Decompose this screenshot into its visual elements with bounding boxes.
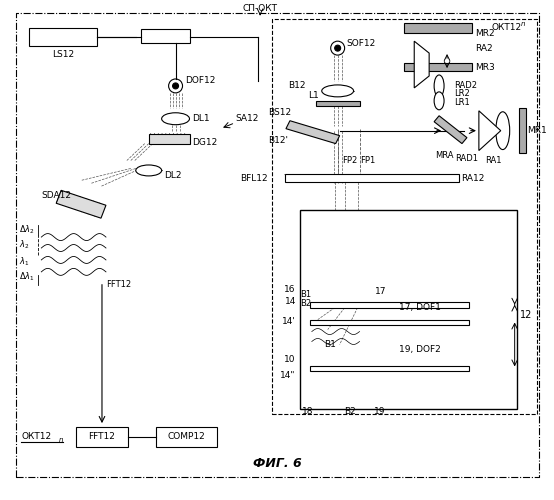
Text: DL1: DL1 xyxy=(192,114,210,123)
Bar xyxy=(519,108,526,152)
Bar xyxy=(29,28,97,46)
Text: B1: B1 xyxy=(324,340,336,349)
Text: RAD2: RAD2 xyxy=(454,82,477,90)
Text: 14: 14 xyxy=(285,297,296,306)
Bar xyxy=(156,427,217,447)
Text: MR1: MR1 xyxy=(527,126,547,135)
Polygon shape xyxy=(414,41,429,88)
Text: 14": 14" xyxy=(280,371,296,380)
Bar xyxy=(285,174,459,182)
Text: SA12: SA12 xyxy=(235,114,259,123)
Text: B12': B12' xyxy=(268,136,288,145)
Text: n: n xyxy=(521,22,525,28)
Text: SDA12: SDA12 xyxy=(42,191,71,200)
Text: n: n xyxy=(59,437,64,443)
Text: ОКТ12: ОКТ12 xyxy=(492,22,522,32)
Ellipse shape xyxy=(434,75,444,97)
Text: MR2: MR2 xyxy=(475,28,495,38)
Text: COMP12: COMP12 xyxy=(168,432,206,442)
Text: FP2: FP2 xyxy=(342,156,357,165)
Text: DOF12: DOF12 xyxy=(186,76,216,86)
Bar xyxy=(404,63,472,71)
Circle shape xyxy=(335,45,341,51)
Ellipse shape xyxy=(496,112,510,150)
Text: 19: 19 xyxy=(374,406,385,416)
Text: B2: B2 xyxy=(343,406,356,416)
Text: RA12: RA12 xyxy=(461,174,484,183)
Polygon shape xyxy=(434,116,467,143)
Text: LR2: LR2 xyxy=(454,90,470,98)
Text: B2: B2 xyxy=(300,299,311,308)
Text: DG12: DG12 xyxy=(192,138,218,147)
Circle shape xyxy=(173,83,178,89)
Polygon shape xyxy=(57,190,106,218)
Bar xyxy=(404,24,472,33)
Ellipse shape xyxy=(162,113,189,124)
Bar xyxy=(316,101,360,106)
Text: $\Delta\lambda_1$: $\Delta\lambda_1$ xyxy=(19,270,35,283)
Bar xyxy=(300,210,517,409)
Text: MR3: MR3 xyxy=(475,62,495,72)
Text: BFL12: BFL12 xyxy=(240,174,268,183)
Polygon shape xyxy=(148,134,191,143)
Text: BS12: BS12 xyxy=(268,108,291,118)
Text: 17, DOF1: 17, DOF1 xyxy=(399,303,441,312)
Text: RA1: RA1 xyxy=(485,156,502,165)
Text: 19, DOF2: 19, DOF2 xyxy=(399,345,441,354)
Bar xyxy=(310,366,469,372)
Bar xyxy=(76,427,128,447)
Text: LR1: LR1 xyxy=(454,98,470,108)
Text: 10: 10 xyxy=(284,355,296,364)
Polygon shape xyxy=(479,111,501,150)
Text: 12: 12 xyxy=(520,310,532,320)
Text: MRA: MRA xyxy=(435,151,453,160)
Text: B1: B1 xyxy=(300,290,311,299)
Text: 16: 16 xyxy=(284,286,296,294)
Text: $\lambda_2$: $\lambda_2$ xyxy=(19,239,30,252)
Text: FFT12: FFT12 xyxy=(106,280,131,289)
Text: FFT12: FFT12 xyxy=(89,432,115,442)
Text: $\Delta\lambda_2$: $\Delta\lambda_2$ xyxy=(19,224,35,236)
Bar xyxy=(310,320,469,324)
Ellipse shape xyxy=(322,85,353,97)
Text: FP1: FP1 xyxy=(360,156,375,165)
Text: RA2: RA2 xyxy=(475,44,493,52)
Text: $\lambda_1$: $\lambda_1$ xyxy=(19,256,30,268)
Ellipse shape xyxy=(434,92,444,110)
Text: 17: 17 xyxy=(375,288,386,296)
Text: 18: 18 xyxy=(302,406,314,416)
Text: LS12: LS12 xyxy=(52,50,74,58)
Text: 14': 14' xyxy=(282,317,296,326)
Text: B12: B12 xyxy=(288,82,305,90)
Text: RAD1: RAD1 xyxy=(455,154,479,163)
Text: L1: L1 xyxy=(308,92,319,100)
Text: SOF12: SOF12 xyxy=(347,38,376,48)
Text: СП-ОКТ: СП-ОКТ xyxy=(243,4,278,13)
Polygon shape xyxy=(286,120,340,144)
Text: ОКТ12: ОКТ12 xyxy=(22,432,52,442)
Bar xyxy=(310,302,469,308)
Text: ФИГ. 6: ФИГ. 6 xyxy=(253,458,301,470)
Ellipse shape xyxy=(136,165,162,176)
Text: DL2: DL2 xyxy=(163,171,181,180)
Bar xyxy=(141,29,191,43)
